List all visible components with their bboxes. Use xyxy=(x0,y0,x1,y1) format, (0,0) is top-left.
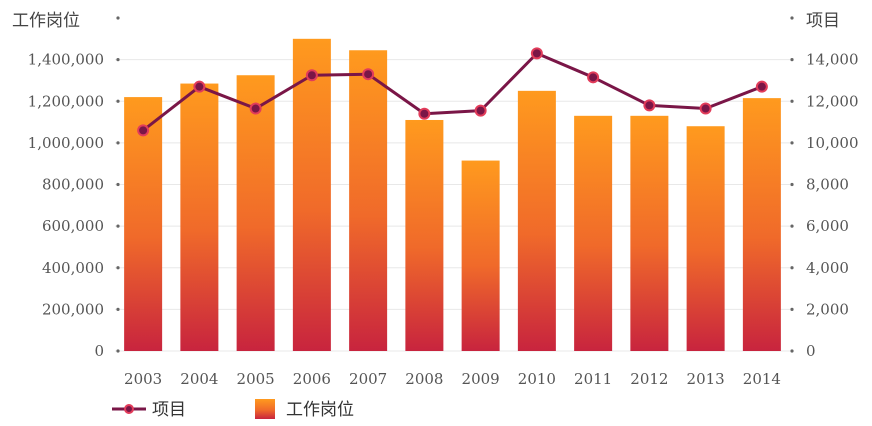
left-tick-mark xyxy=(116,141,120,145)
left-tick-label: 400,000 xyxy=(42,259,104,277)
right-tick-mark xyxy=(790,16,794,20)
series-line xyxy=(142,51,763,132)
line-point[interactable] xyxy=(362,68,375,81)
bar[interactable] xyxy=(292,38,331,351)
bar[interactable] xyxy=(630,115,669,351)
bar-series xyxy=(124,38,781,352)
bar[interactable] xyxy=(236,75,275,351)
left-tick-label: 200,000 xyxy=(42,300,104,318)
x-tick-label: 2014 xyxy=(743,370,781,388)
axes: 工作岗位 项目 0 200,000 400,000 600,000 800,000 1,0… xyxy=(12,11,859,388)
right-tick-label: 8,000 xyxy=(806,176,849,194)
bar[interactable] xyxy=(686,126,725,351)
line-series xyxy=(137,47,768,137)
bar[interactable] xyxy=(349,50,388,352)
right-tick-label: 14,000 xyxy=(806,51,859,69)
line-point[interactable] xyxy=(137,124,150,137)
line-point[interactable] xyxy=(474,104,487,117)
x-tick-label: 2007 xyxy=(349,370,387,388)
line-point[interactable] xyxy=(193,80,206,93)
right-tick-label: 4,000 xyxy=(806,259,849,277)
line-point[interactable] xyxy=(530,47,543,60)
bar[interactable] xyxy=(124,97,163,352)
legend-line-marker xyxy=(124,404,134,414)
x-tick-label: 2009 xyxy=(462,370,500,388)
line-point[interactable] xyxy=(249,102,262,115)
right-tick-label: 0 xyxy=(806,342,816,360)
left-tick-mark xyxy=(116,307,120,311)
right-axis-title: 项目 xyxy=(806,11,840,31)
x-tick-label: 2004 xyxy=(180,370,218,388)
right-tick-mark xyxy=(790,58,794,62)
x-tick-label: 2008 xyxy=(405,370,443,388)
left-tick-mark xyxy=(116,16,120,20)
legend-label-line: 项目 xyxy=(152,400,186,420)
line-point[interactable] xyxy=(755,80,768,93)
legend-item-line[interactable]: 项目 xyxy=(112,400,186,420)
legend: 项目 工作岗位 xyxy=(112,399,354,420)
left-tick-label: 1,400,000 xyxy=(28,51,104,69)
right-tick-mark xyxy=(790,224,794,228)
line-point[interactable] xyxy=(587,71,600,84)
bar[interactable] xyxy=(742,98,781,351)
bar[interactable] xyxy=(405,119,444,351)
bar[interactable] xyxy=(517,90,556,351)
left-tick-mark xyxy=(116,99,120,103)
right-tick-mark xyxy=(790,349,794,353)
right-tick-mark xyxy=(790,99,794,103)
right-tick-mark xyxy=(790,141,794,145)
left-axis-title: 工作岗位 xyxy=(12,11,80,31)
x-tick-label: 2010 xyxy=(518,370,556,388)
right-tick-mark xyxy=(790,182,794,187)
left-tick-mark xyxy=(116,224,120,228)
right-tick-mark xyxy=(790,266,794,270)
right-tick-label: 2,000 xyxy=(806,300,849,318)
left-tick-label: 800,000 xyxy=(42,176,104,194)
line-point[interactable] xyxy=(699,102,712,115)
left-tick-label: 1,200,000 xyxy=(28,92,104,110)
line-point[interactable] xyxy=(305,69,318,82)
left-tick-mark xyxy=(116,58,120,62)
right-tick-label: 10,000 xyxy=(806,134,859,152)
legend-label-bar: 工作岗位 xyxy=(286,400,354,420)
left-tick-label: 0 xyxy=(94,342,104,360)
line-point[interactable] xyxy=(418,107,431,120)
x-tick-label: 2003 xyxy=(124,370,162,388)
bar[interactable] xyxy=(461,160,500,351)
grid-lines xyxy=(115,59,790,352)
legend-item-bar[interactable]: 工作岗位 xyxy=(255,399,354,420)
x-tick-label: 2012 xyxy=(630,370,668,388)
right-tick-mark xyxy=(790,307,794,311)
bar[interactable] xyxy=(180,83,219,351)
legend-bar-swatch xyxy=(255,399,275,419)
x-tick-label: 2006 xyxy=(293,370,331,388)
left-tick-mark xyxy=(116,349,120,353)
bar[interactable] xyxy=(574,115,613,351)
left-tick-mark xyxy=(116,182,120,187)
x-tick-label: 2011 xyxy=(574,370,612,388)
left-tick-label: 600,000 xyxy=(42,217,104,235)
right-tick-label: 12,000 xyxy=(806,92,859,110)
right-tick-label: 6,000 xyxy=(806,217,849,235)
line-point[interactable] xyxy=(643,99,656,112)
left-tick-mark xyxy=(116,266,120,270)
x-tick-label: 2005 xyxy=(237,370,275,388)
x-tick-label: 2013 xyxy=(687,370,725,388)
left-tick-label: 1,000,000 xyxy=(28,134,104,152)
